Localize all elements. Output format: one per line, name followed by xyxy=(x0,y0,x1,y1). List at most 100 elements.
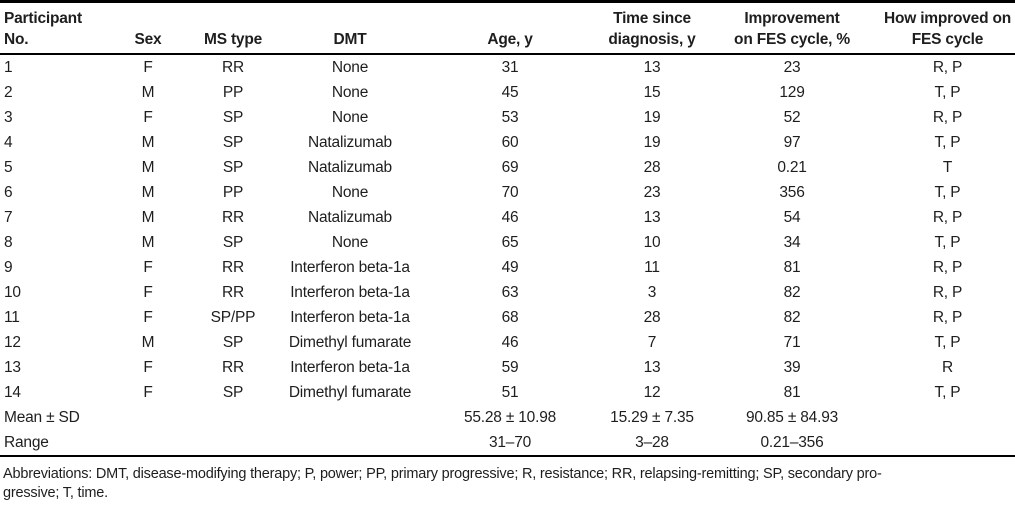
table-cell: 28 xyxy=(643,158,661,176)
table-cell: Natalizumab xyxy=(308,158,392,176)
table-cell: None xyxy=(331,183,369,201)
table-cell: 34 xyxy=(783,233,801,251)
table-cell: None xyxy=(331,58,369,76)
table-cell: Mean ± SD xyxy=(4,408,80,426)
table-cell: R, P xyxy=(932,258,963,276)
table-cell: 13 xyxy=(643,58,661,76)
table-cell: 5 xyxy=(4,158,13,176)
table-cell: RR xyxy=(222,283,244,301)
table-cell: 13 xyxy=(643,208,661,226)
table-cell: R, P xyxy=(932,58,963,76)
table-cell: 7 xyxy=(647,333,657,351)
table-cell: 6 xyxy=(4,183,13,201)
table-cell: 46 xyxy=(501,333,519,351)
table-cell: 28 xyxy=(643,308,661,326)
table-cell: SP xyxy=(222,108,244,126)
column-header-time-since-diagnosis: Time since diagnosis, y xyxy=(600,1,704,55)
table-cell: Interferon beta-1a xyxy=(290,283,410,301)
table-cell: 81 xyxy=(783,383,801,401)
table-cell xyxy=(280,405,420,430)
table-cell: SP/PP xyxy=(210,308,256,326)
table-cell: 23 xyxy=(643,183,661,201)
column-header-dmt: DMT xyxy=(280,1,420,55)
table-cell: 82 xyxy=(783,283,801,301)
table-cell: R, P xyxy=(932,208,963,226)
column-header-ms-type: MS type xyxy=(186,1,280,55)
column-header-participant-no: Participant No. xyxy=(0,1,110,55)
table-cell: 8 xyxy=(4,233,13,251)
table-cell: M xyxy=(141,158,155,176)
table-cell: 90.85 ± 84.93 xyxy=(745,408,839,426)
table-cell: 15 xyxy=(643,83,661,101)
column-header-age: Age, y xyxy=(420,1,600,55)
table-cell: R, P xyxy=(932,108,963,126)
table-cell: 13 xyxy=(4,358,21,376)
table-cell: Natalizumab xyxy=(308,208,392,226)
footnote-line-2: gressive; T, time. xyxy=(3,485,108,501)
table-row: 3 F SP None 53 19 52 R, P xyxy=(0,105,1015,130)
table-cell: Natalizumab xyxy=(308,133,392,151)
table-cell: 356 xyxy=(779,183,805,201)
table-cell: Dimethyl fumarate xyxy=(288,383,412,401)
table-header-row: Participant No. Sex MS type DMT Age, y T… xyxy=(0,1,1015,55)
table-cell: None xyxy=(331,83,369,101)
table-cell: 10 xyxy=(643,233,661,251)
table-row: Mean ± SD 55.28 ± 10.98 15.29 ± 7.35 90.85 … xyxy=(0,405,1015,430)
table-cell: 11 xyxy=(644,258,660,276)
table-cell: 71 xyxy=(783,333,801,351)
footnote: Abbreviations: DMT, disease-modifying th… xyxy=(3,465,1015,503)
table-cell: 7 xyxy=(4,208,13,226)
table-row: 1 F RR None 31 13 23 R, P xyxy=(0,54,1015,80)
table-cell xyxy=(110,430,186,456)
table-cell: F xyxy=(143,58,153,76)
table-cell xyxy=(110,405,186,430)
table-row: 8 M SP None 65 10 34 T, P xyxy=(0,230,1015,255)
table-cell: 39 xyxy=(783,358,801,376)
table-cell: M xyxy=(141,333,155,351)
table-cell xyxy=(880,405,1015,430)
table-cell: 31–70 xyxy=(488,433,532,451)
table-cell: 52 xyxy=(783,108,801,126)
table-cell: 60 xyxy=(501,133,519,151)
table-row: 4 M SP Natalizumab 60 19 97 T, P xyxy=(0,130,1015,155)
table-cell: T, P xyxy=(934,383,961,401)
table-cell: 12 xyxy=(643,383,661,401)
participants-table: Participant No. Sex MS type DMT Age, y T… xyxy=(0,0,1015,456)
table-cell: 3 xyxy=(647,283,657,301)
table-cell: R xyxy=(942,358,953,376)
table-cell: None xyxy=(331,108,369,126)
column-header-sex: Sex xyxy=(110,1,186,55)
table-cell: None xyxy=(331,233,369,251)
table-cell: 55.28 ± 10.98 xyxy=(463,408,557,426)
table-cell: T, P xyxy=(934,333,961,351)
table-row: 7 M RR Natalizumab 46 13 54 R, P xyxy=(0,205,1015,230)
table-cell: 10 xyxy=(4,283,21,301)
table-cell: 14 xyxy=(4,383,21,401)
table-cell: T, P xyxy=(934,183,961,201)
table-cell: 97 xyxy=(783,133,801,151)
table-cell: 12 xyxy=(4,333,21,351)
table-row: 2 M PP None 45 15 129 T, P xyxy=(0,80,1015,105)
table-cell xyxy=(186,430,280,456)
table-cell: RR xyxy=(222,208,244,226)
table-cell: 70 xyxy=(501,183,519,201)
table-cell: 1 xyxy=(4,58,13,76)
table-cell: 4 xyxy=(4,133,13,151)
table-cell: T, P xyxy=(934,83,961,101)
table-cell: 3–28 xyxy=(635,433,669,451)
table-cell: SP xyxy=(222,233,244,251)
table-row: Range 31–70 3–28 0.21–356 xyxy=(0,430,1015,456)
table-cell: 46 xyxy=(501,208,519,226)
table-cell: F xyxy=(143,283,153,301)
table-cell: 11 xyxy=(4,308,20,326)
table-cell: 0.21–356 xyxy=(760,433,824,451)
table-cell: PP xyxy=(222,83,244,101)
table-cell: 53 xyxy=(501,108,519,126)
table-cell xyxy=(186,405,280,430)
table-row: 5 M SP Natalizumab 69 28 0.21 T xyxy=(0,155,1015,180)
table-cell: F xyxy=(143,108,153,126)
table-cell: RR xyxy=(222,58,244,76)
table-cell: 9 xyxy=(4,258,13,276)
table-cell: M xyxy=(141,83,155,101)
